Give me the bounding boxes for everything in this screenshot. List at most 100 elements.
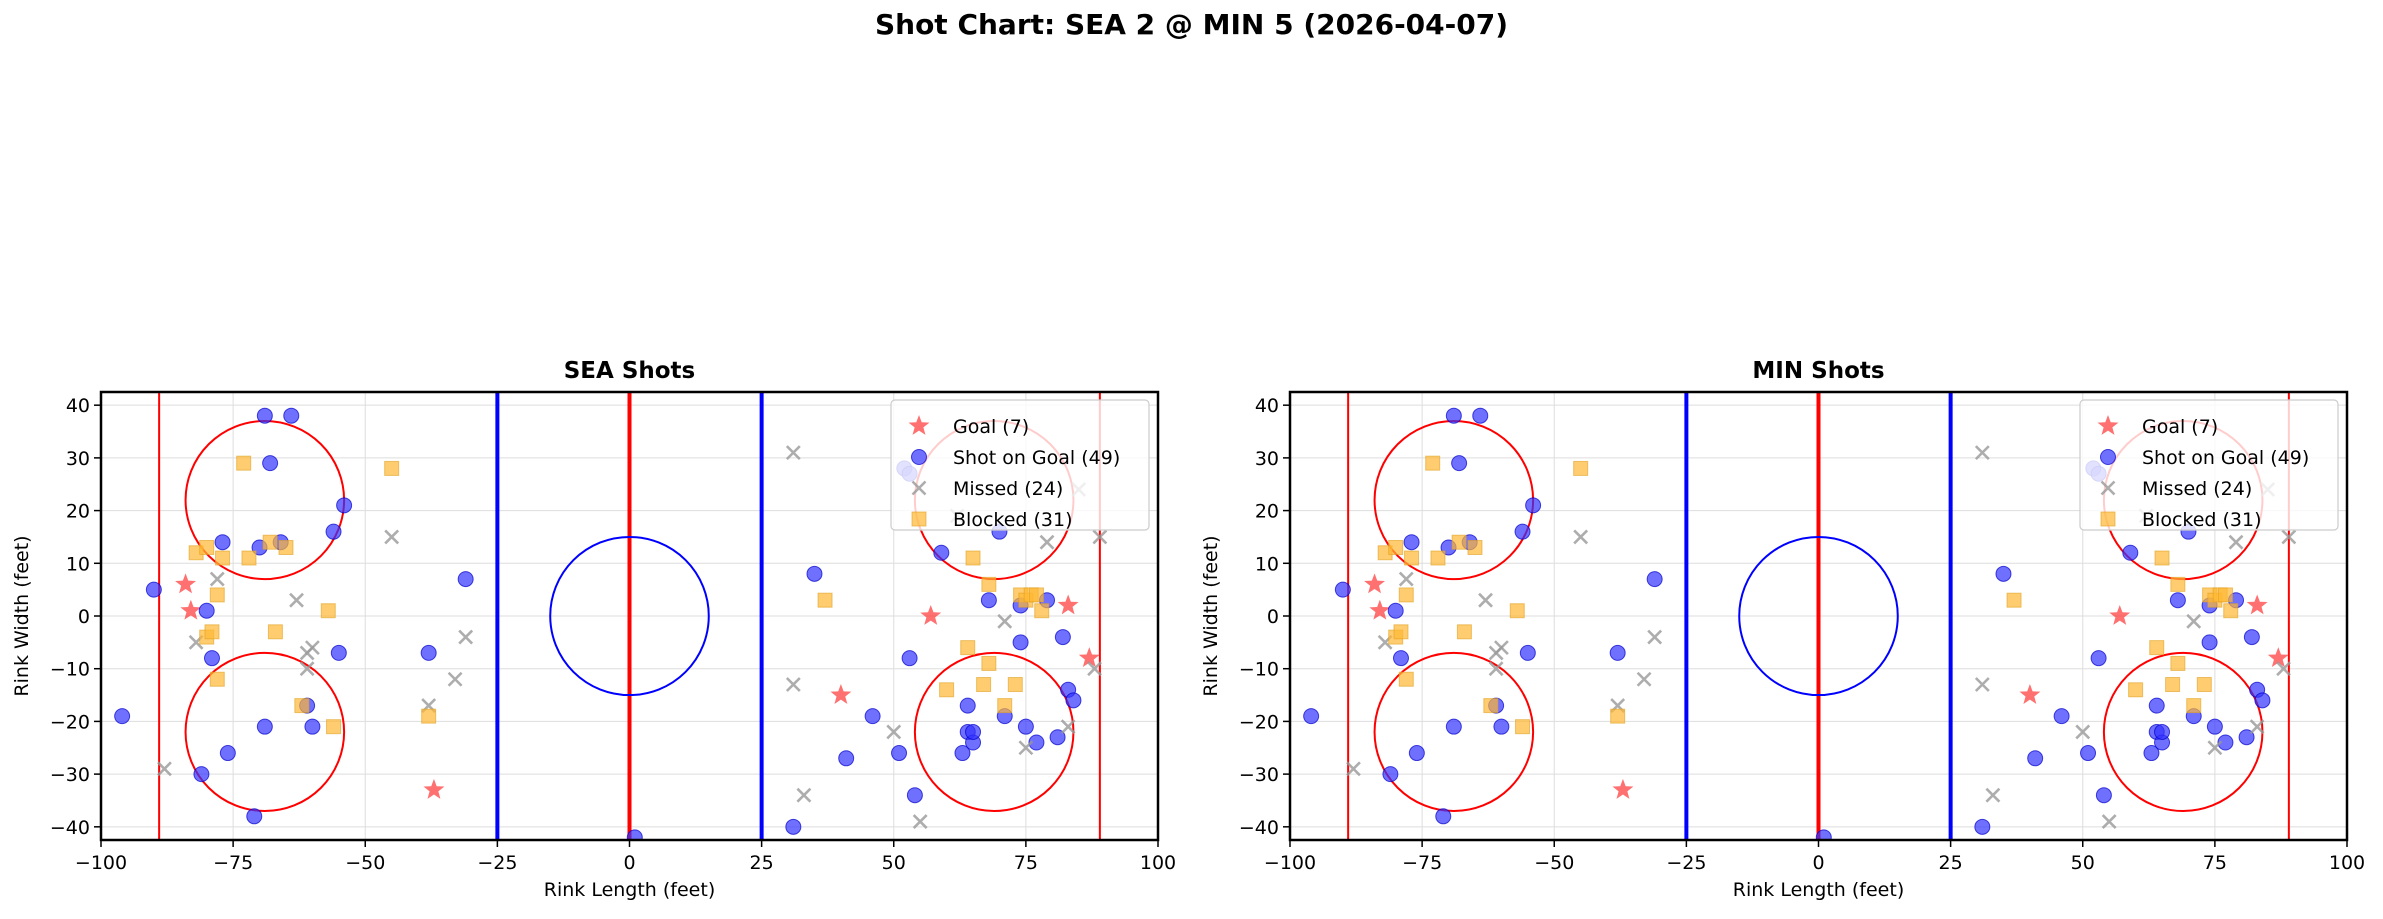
blocked-point <box>2128 682 2144 698</box>
blocked-point <box>1573 460 1589 476</box>
missed-point <box>289 592 304 608</box>
legend-box <box>2079 399 2339 531</box>
x-tick-label: 75 <box>1014 852 1038 874</box>
missed-point <box>209 571 225 587</box>
center-faceoff-circle <box>549 535 710 697</box>
missed-point <box>1039 534 1055 550</box>
x-tick-label: 100 <box>1140 852 1176 874</box>
blocked-point <box>2217 587 2233 603</box>
missed-point <box>886 724 902 740</box>
missed-point <box>447 671 463 687</box>
blocked-point <box>2154 550 2170 566</box>
chart-title: SEA Shots <box>564 358 696 384</box>
missed-point <box>1974 677 1990 692</box>
x-axis-label: Rink Length (feet) <box>544 879 715 901</box>
missed-point <box>785 445 801 461</box>
shot-on-goal-point <box>2027 750 2044 767</box>
x-tick-label: 25 <box>1939 852 1963 874</box>
blocked-point <box>1467 539 1483 555</box>
chart-panel-min: −100 −75 −50 −25 0 25 50 75 100−40−30−20−1001020… <box>1200 358 2365 901</box>
shot-on-goal-point <box>1049 729 1066 746</box>
y-tick-label: −10 <box>1239 659 1279 681</box>
shot-on-goal-point <box>1445 718 1462 735</box>
blocked-point <box>1028 587 1044 603</box>
missed-point <box>1573 529 1589 545</box>
shot-on-goal-point <box>1017 718 1034 735</box>
goal-point <box>2246 594 2268 615</box>
x-tick-label: 75 <box>2203 852 2227 874</box>
x-tick-label: 0 <box>623 852 635 874</box>
shot-on-goal-point <box>214 534 231 551</box>
goal-point <box>1057 594 1079 615</box>
shot-on-goal-point <box>256 407 273 424</box>
shot-on-goal-point <box>2238 729 2255 746</box>
blocked-point <box>320 603 336 619</box>
y-tick-label: −30 <box>50 764 90 786</box>
shot-on-goal-point <box>1408 745 1425 762</box>
missed-point <box>1493 640 1509 656</box>
shot-on-goal-point <box>1392 650 1409 667</box>
shot-on-goal-point <box>1974 818 1991 835</box>
blocked-point <box>204 624 220 640</box>
faceoff-circle <box>1373 651 1535 813</box>
chart-panel-sea: −100 −75 −50 −25 0 25 50 75 100−40−30−20−1001020… <box>11 358 1176 901</box>
legend-label: Goal (7) <box>953 416 1029 438</box>
missed-point <box>1092 529 1108 545</box>
x-tick-label: 50 <box>882 852 906 874</box>
y-tick-label: 30 <box>66 448 90 470</box>
data-points <box>114 407 1108 840</box>
y-tick-label: 0 <box>1267 606 1279 628</box>
missed-point <box>2207 740 2223 756</box>
goal-point <box>1612 778 1634 799</box>
goal-point <box>175 573 197 594</box>
shot-on-goal-point <box>2148 697 2165 714</box>
x-tick-label: −25 <box>477 852 517 874</box>
shot-on-goal-point <box>1065 692 1082 709</box>
missed-point <box>1018 740 1034 756</box>
blocked-point <box>1007 677 1023 693</box>
blocked-point <box>1425 455 1441 471</box>
blocked-point <box>1610 708 1626 724</box>
x-tick-label: −100 <box>1264 852 1316 874</box>
legend-marker-goal <box>2097 415 2119 435</box>
legend-marker-shot-on-goal <box>2100 449 2116 465</box>
shot-on-goal-point <box>246 808 263 825</box>
legend-label: Goal (7) <box>2142 416 2218 438</box>
shot-on-goal-point <box>965 723 982 740</box>
shot-on-goal-point <box>891 745 908 762</box>
legend: Goal (7) Shot on Goal (49) Missed (24) Bloc… <box>890 399 1150 531</box>
y-tick-label: −40 <box>50 817 90 839</box>
blocked-point <box>199 539 215 555</box>
missed-point <box>2249 719 2265 735</box>
shot-on-goal-point <box>336 497 353 514</box>
shot-on-goal-point <box>806 565 823 582</box>
shot-on-goal-point <box>330 644 347 661</box>
shot-on-goal-point <box>2154 723 2171 740</box>
blocked-point <box>236 455 252 471</box>
blocked-point <box>2196 677 2212 693</box>
blocked-point <box>1404 550 1420 566</box>
blocked-point <box>981 655 997 671</box>
blocked-point <box>960 640 976 656</box>
goal-point <box>2267 647 2289 668</box>
x-axis-label: Rink Length (feet) <box>1733 879 1904 901</box>
y-axis-label: Rink Width (feet) <box>11 535 33 696</box>
blocked-point <box>1483 698 1499 714</box>
shot-on-goal-point <box>1403 534 1420 551</box>
goal-point <box>2109 605 2131 625</box>
shot-on-goal-point <box>2217 734 2234 751</box>
legend: Goal (7) Shot on Goal (49) Missed (24) Bloc… <box>2079 399 2339 531</box>
shot-on-goal-point <box>256 718 273 735</box>
shot-on-goal-point <box>626 829 643 840</box>
missed-point <box>2281 529 2297 545</box>
missed-point <box>384 529 400 545</box>
shot-on-goal-point <box>1519 644 1536 661</box>
blocked-point <box>278 539 294 555</box>
y-tick-label: 40 <box>66 395 90 417</box>
shot-on-goal-point <box>2201 634 2218 651</box>
shot-on-goal-point <box>2090 650 2107 667</box>
goal-point <box>423 778 445 799</box>
missed-point <box>1398 571 1414 587</box>
faceoff-circle <box>913 651 1075 813</box>
missed-point <box>2228 534 2244 550</box>
